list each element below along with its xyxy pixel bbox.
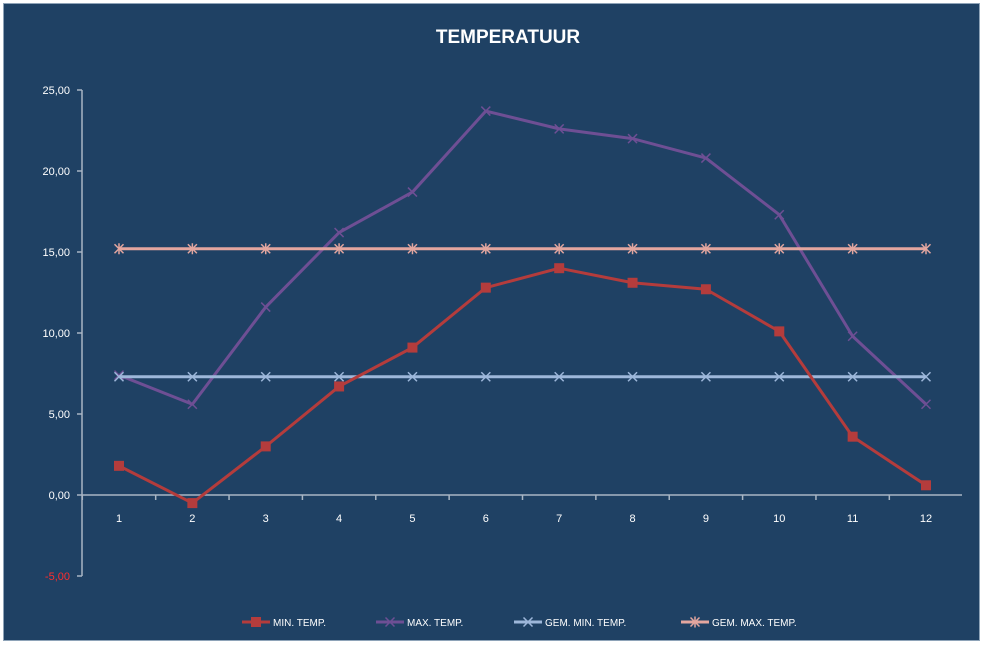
data-point bbox=[187, 498, 198, 509]
temperature-chart: TEMPERATUUR 25,00 20,00 15,00 10,00 5,00 0,00… bbox=[42, 27, 962, 629]
x-tick-label: 3 bbox=[263, 513, 269, 525]
data-point bbox=[774, 371, 785, 382]
legend-label: GEM. MAX. TEMP. bbox=[712, 618, 797, 629]
data-point bbox=[627, 243, 638, 255]
y-tick-label: -5,00 bbox=[45, 571, 70, 583]
data-point bbox=[260, 302, 271, 313]
series-3 bbox=[113, 243, 932, 255]
data-point bbox=[554, 263, 565, 274]
series-line bbox=[118, 109, 928, 406]
data-point bbox=[407, 342, 418, 353]
data-point bbox=[774, 243, 785, 255]
data-point bbox=[627, 371, 638, 382]
series-layer bbox=[113, 106, 932, 509]
y-tick-label: 0,00 bbox=[49, 490, 70, 502]
data-point bbox=[260, 243, 271, 255]
data-point bbox=[554, 123, 565, 134]
x-tick-label: 7 bbox=[556, 513, 562, 525]
series-2 bbox=[113, 371, 932, 382]
data-point bbox=[480, 243, 491, 255]
x-tick-label: 9 bbox=[703, 513, 709, 525]
data-point bbox=[847, 371, 858, 382]
data-point bbox=[113, 371, 125, 382]
legend-item: MIN. TEMP. bbox=[242, 617, 326, 629]
series-line bbox=[118, 266, 927, 505]
data-point bbox=[113, 243, 125, 255]
legend-label: GEM. MIN. TEMP. bbox=[545, 618, 626, 629]
x-tick-label: 10 bbox=[773, 513, 785, 525]
data-point bbox=[700, 243, 711, 255]
data-point bbox=[920, 399, 932, 410]
x-tick-label: 8 bbox=[629, 513, 635, 525]
data-point bbox=[407, 243, 418, 255]
series-0 bbox=[114, 263, 931, 509]
data-point bbox=[847, 243, 858, 255]
data-point bbox=[187, 371, 198, 382]
x-tick-label: 11 bbox=[847, 513, 858, 525]
data-point bbox=[774, 209, 785, 220]
data-point bbox=[260, 371, 271, 382]
x-tick-label: 6 bbox=[483, 513, 489, 525]
legend: MIN. TEMP. MAX. TEMP. GEM. MIN. TEMP. GEM. … bbox=[242, 616, 797, 629]
data-point bbox=[480, 371, 491, 382]
data-point bbox=[700, 371, 711, 382]
data-point bbox=[847, 431, 858, 442]
y-tick-label: 15,00 bbox=[42, 247, 70, 259]
data-point bbox=[627, 133, 638, 144]
chart-title: TEMPERATUUR bbox=[436, 27, 581, 48]
data-point bbox=[480, 282, 491, 293]
data-point bbox=[187, 399, 198, 410]
data-point bbox=[407, 371, 418, 382]
data-point bbox=[187, 243, 198, 255]
data-point bbox=[114, 460, 124, 471]
legend-item: GEM. MIN. TEMP. bbox=[514, 616, 626, 629]
legend-marker bbox=[522, 616, 534, 628]
y-tick-label: 5,00 bbox=[49, 409, 70, 421]
data-point bbox=[334, 381, 345, 392]
y-tick-label: 25,00 bbox=[42, 85, 70, 97]
data-point bbox=[407, 187, 418, 198]
chart-frame: TEMPERATUUR 25,00 20,00 15,00 10,00 5,00 0,00… bbox=[3, 3, 980, 641]
legend-item: GEM. MAX. TEMP. bbox=[681, 616, 797, 629]
legend-marker bbox=[384, 616, 396, 628]
data-point bbox=[480, 106, 491, 117]
legend-marker bbox=[251, 617, 261, 627]
data-point bbox=[921, 480, 931, 491]
data-point bbox=[554, 243, 565, 255]
data-point bbox=[627, 277, 638, 288]
x-tick-label: 5 bbox=[409, 513, 415, 525]
x-tick-label: 12 bbox=[920, 513, 932, 525]
data-point bbox=[920, 243, 932, 255]
data-point bbox=[920, 371, 932, 382]
legend-label: MIN. TEMP. bbox=[273, 618, 326, 629]
data-point bbox=[260, 441, 271, 452]
data-point bbox=[700, 284, 711, 295]
data-point bbox=[334, 371, 345, 382]
y-tick-label: 10,00 bbox=[42, 328, 70, 340]
data-point bbox=[700, 153, 711, 164]
data-point bbox=[334, 227, 345, 238]
x-tick-label: 4 bbox=[336, 513, 342, 525]
data-point bbox=[774, 326, 785, 337]
x-tick-label: 2 bbox=[189, 513, 195, 525]
series-1 bbox=[113, 106, 932, 410]
legend-marker bbox=[689, 616, 701, 628]
data-point bbox=[334, 243, 345, 255]
legend-item: MAX. TEMP. bbox=[376, 616, 463, 629]
data-point bbox=[847, 331, 858, 342]
legend-label: MAX. TEMP. bbox=[407, 618, 463, 629]
x-tick-label: 1 bbox=[116, 513, 122, 525]
y-tick-label: 20,00 bbox=[42, 166, 70, 178]
data-point bbox=[554, 371, 565, 382]
